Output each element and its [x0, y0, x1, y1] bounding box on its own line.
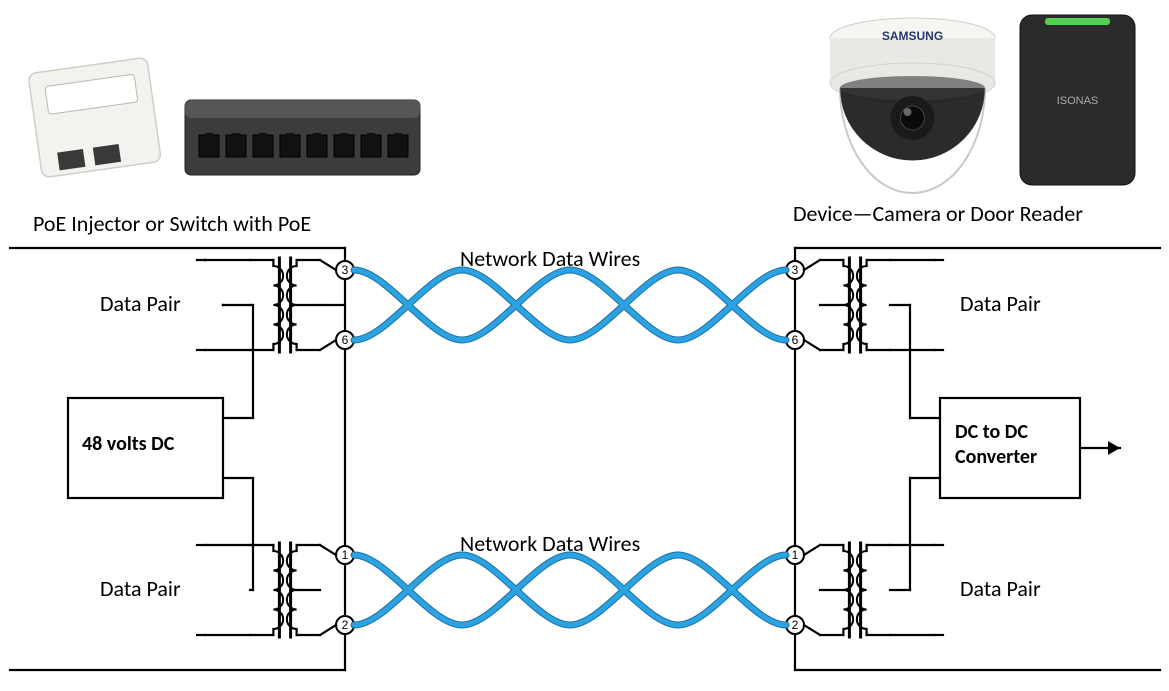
data-pair-br-label: Data Pair: [960, 575, 1041, 602]
diagram-canvas: SAMSUNG ISONAS 3 6 1 2 3 6 1 2 PoE Injector or Sw…: [0, 0, 1169, 691]
svg-text:3: 3: [792, 263, 799, 277]
sender-caption: PoE Injector or Switch with PoE: [33, 210, 311, 237]
data-pair-bl-label: Data Pair: [100, 575, 181, 602]
svg-text:2: 2: [792, 618, 799, 632]
data-pair-tl-label: Data Pair: [100, 290, 181, 317]
data-pair-tr-label: Data Pair: [960, 290, 1041, 317]
svg-text:SAMSUNG: SAMSUNG: [882, 29, 943, 43]
poe-switch-icon: [185, 100, 420, 175]
svg-text:3: 3: [342, 263, 349, 277]
converter-label-1: DC to DC: [955, 420, 1028, 444]
receiver-caption: Device—Camera or Door Reader: [793, 200, 1083, 227]
network-wires-bottom-label: Network Data Wires: [460, 530, 640, 557]
svg-text:1: 1: [792, 548, 799, 562]
svg-text:6: 6: [342, 333, 349, 347]
svg-text:1: 1: [342, 548, 349, 562]
svg-text:ISONAS: ISONAS: [1057, 95, 1099, 107]
poe-injector-icon: [28, 57, 161, 178]
power-source-label: 48 volts DC: [82, 432, 174, 456]
svg-text:2: 2: [342, 618, 349, 632]
converter-label-2: Converter: [955, 445, 1037, 469]
camera-icon: SAMSUNG: [830, 18, 995, 193]
door-reader-icon: ISONAS: [1020, 15, 1135, 185]
svg-text:6: 6: [792, 333, 799, 347]
network-wires-top-label: Network Data Wires: [460, 245, 640, 272]
